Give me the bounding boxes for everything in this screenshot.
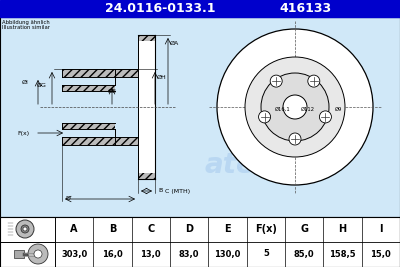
Text: 15,0: 15,0: [370, 249, 391, 258]
Text: 158,5: 158,5: [329, 249, 356, 258]
Text: C: C: [147, 224, 154, 234]
Bar: [138, 35, 155, 179]
Circle shape: [258, 111, 270, 123]
Text: B: B: [109, 224, 116, 234]
Text: Abbildung ähnlich: Abbildung ähnlich: [2, 20, 50, 25]
Text: ØG: ØG: [37, 83, 47, 88]
Text: Ø9: Ø9: [335, 107, 342, 112]
Text: 416133: 416133: [279, 2, 331, 15]
Bar: [62, 85, 115, 91]
Circle shape: [217, 29, 373, 185]
Text: H: H: [338, 224, 346, 234]
Text: ØI: ØI: [22, 80, 29, 84]
Bar: [14, 250, 24, 258]
Bar: [0, 0, 400, 17]
Circle shape: [289, 133, 301, 145]
Text: G: G: [300, 224, 308, 234]
Bar: [62, 137, 115, 145]
Circle shape: [308, 75, 320, 87]
Circle shape: [320, 111, 332, 123]
Circle shape: [245, 57, 345, 157]
Bar: [62, 123, 115, 129]
Text: 85,0: 85,0: [294, 249, 314, 258]
Text: Ø16,1: Ø16,1: [275, 107, 291, 112]
Bar: [138, 173, 155, 179]
Text: B: B: [158, 189, 162, 194]
Text: 303,0: 303,0: [61, 249, 87, 258]
Text: 130,0: 130,0: [214, 249, 241, 258]
Bar: [0, 17, 400, 217]
Bar: [0, 217, 400, 267]
Text: 16,0: 16,0: [102, 249, 123, 258]
Text: ØA: ØA: [170, 41, 179, 45]
Text: F(x): F(x): [255, 224, 277, 234]
Text: A: A: [70, 224, 78, 234]
Text: Illustration similar: Illustration similar: [2, 25, 50, 30]
Circle shape: [283, 95, 307, 119]
Text: F(x): F(x): [17, 131, 29, 135]
Bar: [138, 35, 155, 41]
Text: E: E: [224, 224, 231, 234]
Text: 83,0: 83,0: [179, 249, 200, 258]
Text: 13,0: 13,0: [140, 249, 161, 258]
Circle shape: [23, 227, 27, 231]
Bar: [115, 137, 138, 145]
Text: C (MTH): C (MTH): [165, 189, 190, 194]
Text: ate: ate: [204, 151, 256, 179]
Circle shape: [261, 73, 329, 141]
Text: Ø112: Ø112: [301, 107, 315, 112]
Text: ØE: ØE: [108, 88, 117, 93]
Bar: [115, 69, 138, 77]
Text: ®: ®: [236, 165, 243, 171]
Text: 24.0116-0133.1: 24.0116-0133.1: [105, 2, 215, 15]
Circle shape: [270, 75, 282, 87]
Text: D: D: [185, 224, 193, 234]
Text: ØH: ØH: [157, 74, 167, 80]
Circle shape: [21, 225, 29, 233]
Bar: [62, 69, 115, 77]
Text: I: I: [379, 224, 382, 234]
Circle shape: [16, 220, 34, 238]
Circle shape: [34, 250, 42, 258]
Circle shape: [28, 244, 48, 264]
Text: D: D: [65, 197, 70, 202]
Text: 5: 5: [263, 249, 269, 258]
